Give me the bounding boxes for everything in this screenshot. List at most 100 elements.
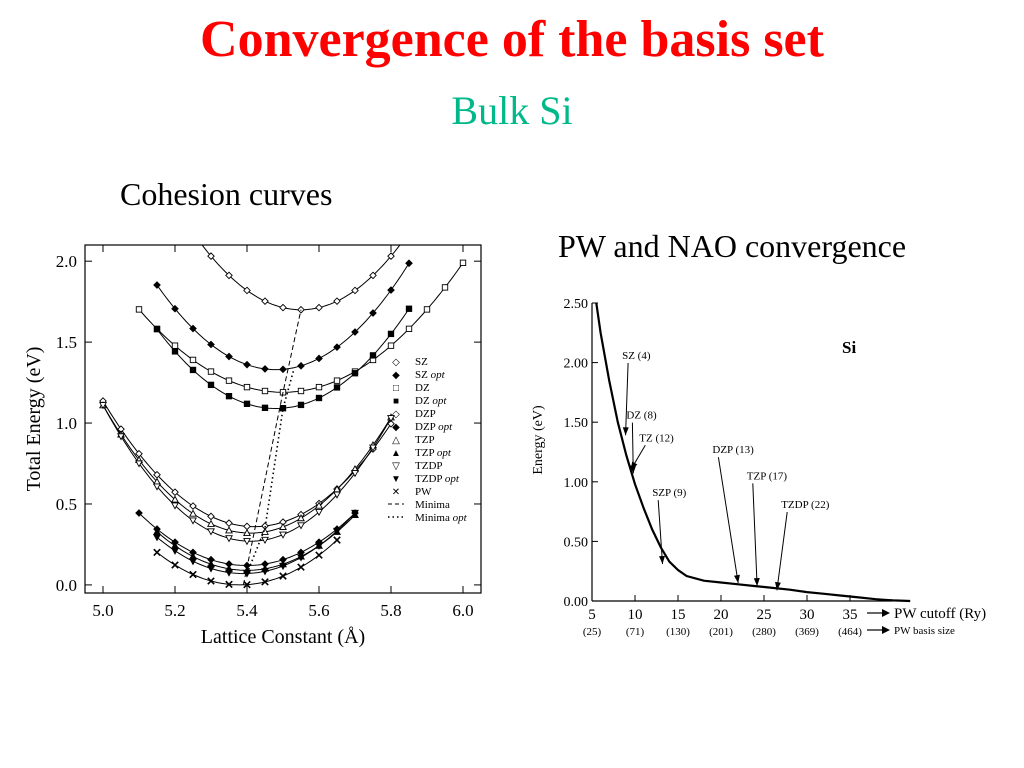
data-point [297,387,305,395]
data-point [189,558,197,566]
data-point [333,343,341,352]
data-point [333,384,341,391]
x-tick-label: 35 [843,607,858,623]
data-point [153,483,161,491]
data-point [225,580,233,589]
y-tick-label: 1.5 [56,333,77,352]
legend-label-italic: opt [445,473,460,485]
data-point [441,284,449,291]
y-tick-label: 0.50 [564,535,589,550]
legend-marker: ▼ [391,474,401,485]
basis-label: TZ (12) [639,432,674,444]
data-point [243,580,251,589]
data-point [406,229,412,235]
data-point [243,528,251,537]
data-point [171,304,179,313]
legend-label-italic: opt [431,369,446,381]
data-point [369,352,377,359]
data-point [99,402,107,410]
legend-label: Minima opt [415,512,468,524]
series-sz [190,229,412,314]
data-point [225,526,233,534]
chart1-legend: ◇ SZ ◆ SZ opt □ DZ ■ DZ opt ◇ DZP ◆ DZP opt △ TZP ▲ TZP… [388,356,468,524]
data-point [207,252,215,260]
data-point [459,259,467,266]
data-point [207,340,215,349]
data-point [243,383,251,391]
data-point [315,354,323,363]
basis-arrowhead [622,427,629,436]
data-point [135,306,143,313]
x-tick-label-basis-size: (201) [709,626,733,638]
legend-label-italic: opt [432,395,447,407]
data-point [261,365,269,373]
data-point [225,569,233,577]
data-point [243,286,251,295]
x-tick-label-basis-size: (369) [795,626,819,638]
legend-label-text: TZDP [415,473,445,485]
x-tick-label: 5.2 [164,601,185,620]
series-line [156,514,356,571]
basis-arrow [657,500,664,565]
data-point [297,554,305,562]
data-point [387,286,395,294]
series-line [102,400,392,528]
x-tick-label: 6.0 [452,601,473,620]
data-point [243,360,251,369]
data-point [189,502,197,510]
data-point [135,509,143,517]
data-point [315,542,323,550]
basis-arrow [717,457,739,584]
data-point [207,565,215,573]
caption-pw-nao-convergence: PW and NAO convergence [558,228,907,264]
data-point [243,538,251,546]
y-tick-label: 0.00 [564,595,589,610]
data-point [225,519,233,527]
data-point [279,522,287,530]
data-point [117,433,125,441]
pw-nao-convergence-chart: 0.00 0.50 1.00 1.50 2.00 2.50 5 (25) 10 (71) 15 (13… [531,297,986,638]
data-point [333,527,341,536]
y-tick-label: 0.0 [56,576,77,595]
data-point [190,229,196,235]
series-tzp [99,401,395,537]
data-point [333,536,341,544]
x-tick-label-basis-size: (280) [752,626,776,638]
series-dzp [99,397,395,531]
legend-marker: ▽ [392,461,400,472]
y-tick-label: 2.50 [564,297,589,312]
data-point [225,271,233,280]
data-point [189,356,197,364]
legend-label-italic: opt [437,447,452,459]
data-point [207,512,215,521]
minima-line [242,309,302,586]
data-point [315,394,323,402]
data-point [153,548,161,557]
x-tick-label-basis-size: (464) [838,626,862,638]
data-point [171,495,179,503]
x-tick-label: 5 [588,607,596,623]
data-point [261,536,269,545]
legend-label: TZP [415,434,435,446]
series-tzdp [99,402,395,546]
data-point [261,578,269,586]
data-point [405,305,413,312]
basis-arrowhead [753,578,760,587]
legend-label: DZ [415,382,430,394]
legend-label-text: PW [415,486,432,498]
series-line [201,245,401,311]
legend-marker: □ [393,383,399,394]
legend-marker: ◇ [392,357,400,368]
basis-label: DZP (13) [712,444,754,456]
chart1-plot-area [99,229,467,589]
data-point [243,400,251,407]
legend-label-text: DZP [415,408,436,420]
legend-label: DZP opt [415,421,453,433]
data-point [171,502,179,510]
data-point [351,470,359,478]
legend-label: SZ [415,356,428,368]
data-point [171,488,179,497]
legend-label: TZDP opt [415,473,460,485]
legend-label-italic: opt [453,512,468,524]
legend-label-text: Minima [415,512,453,524]
